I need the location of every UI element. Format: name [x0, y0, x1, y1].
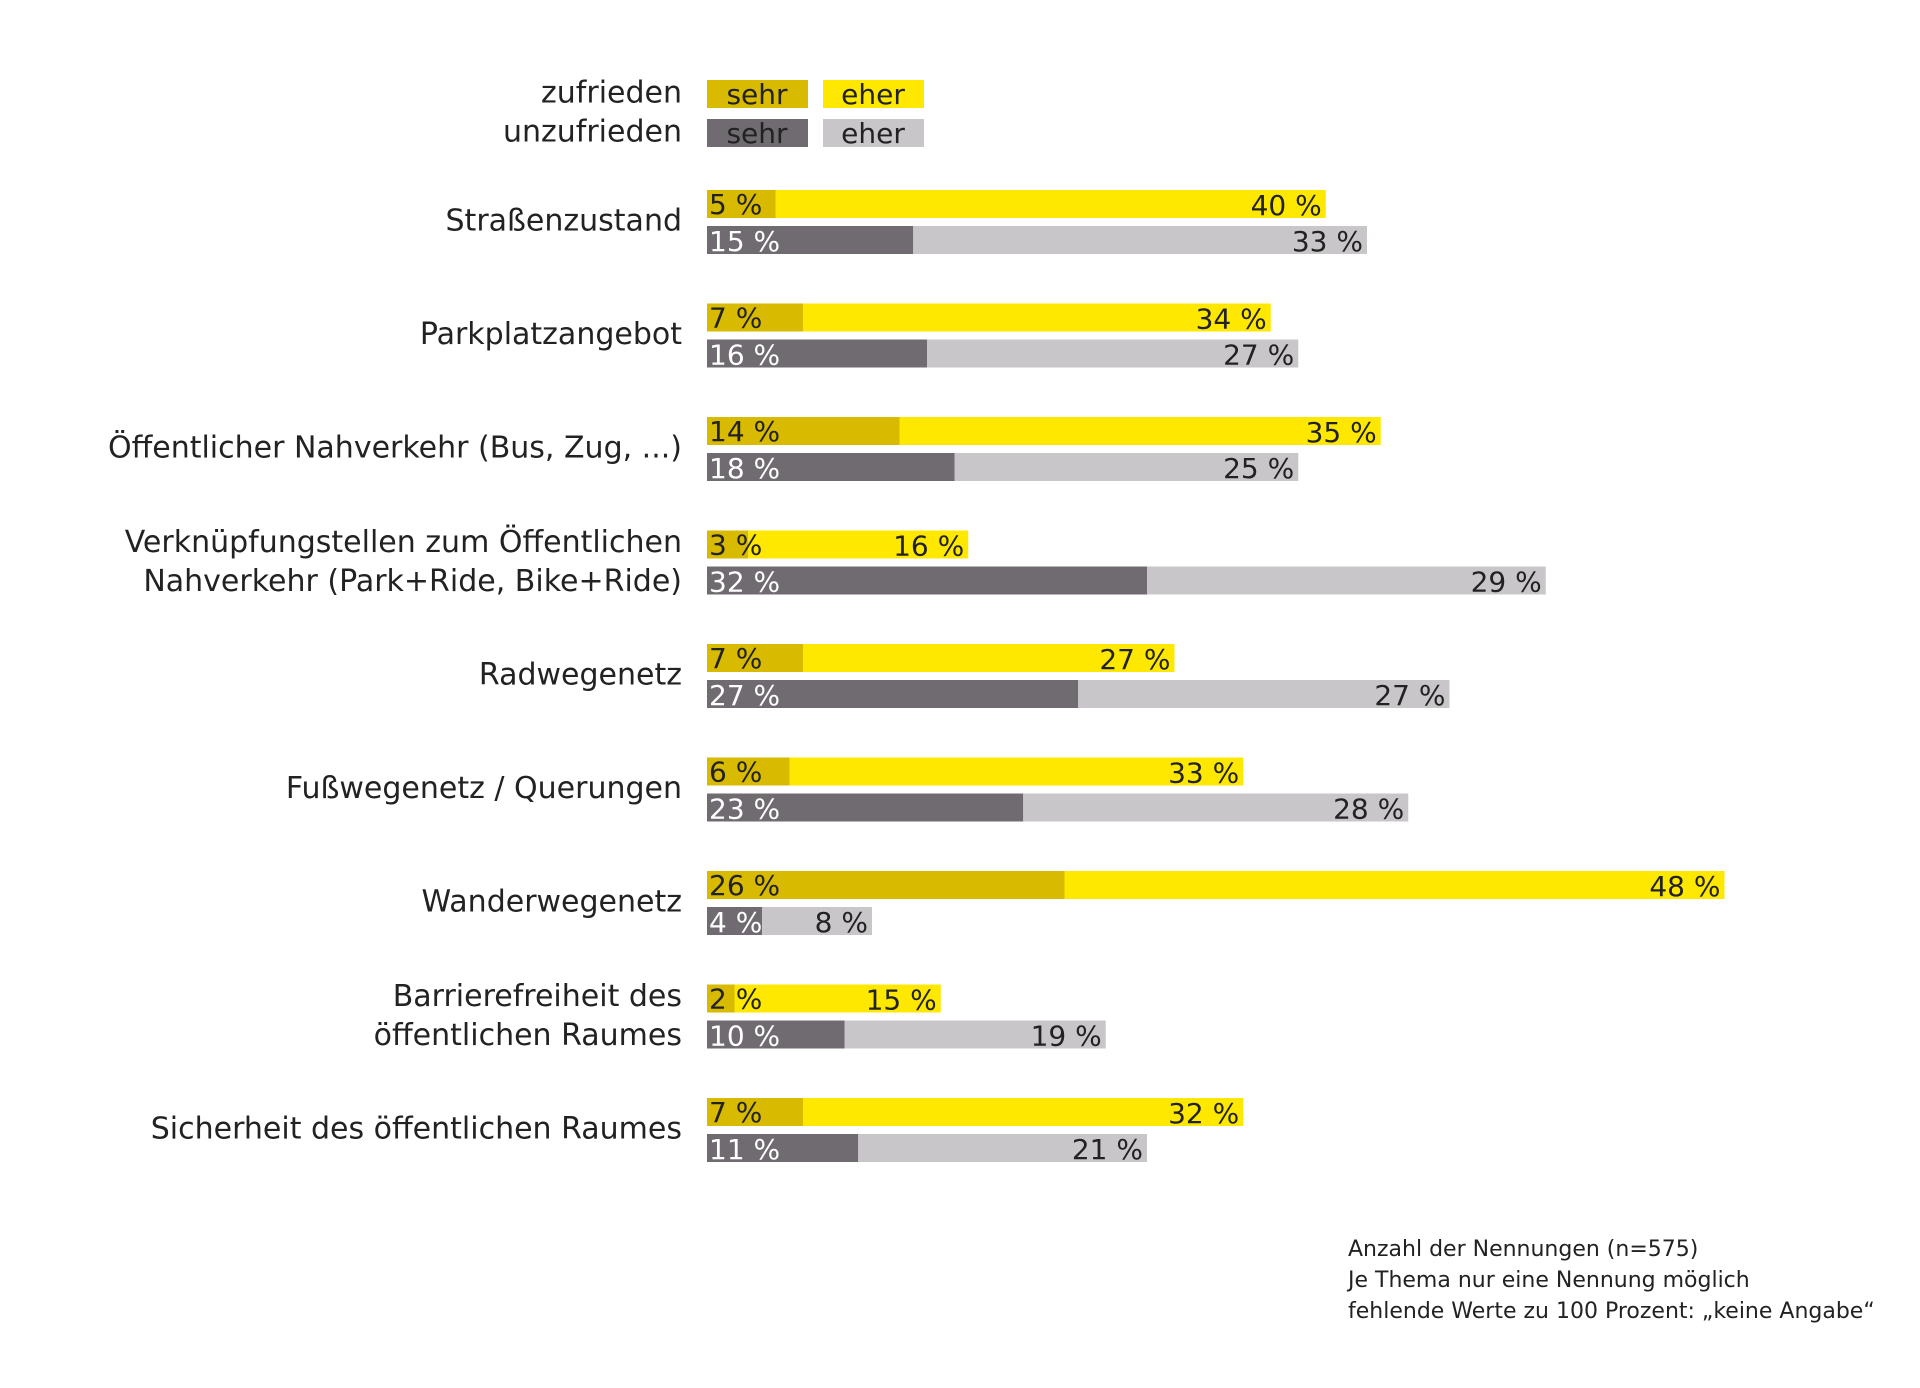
legend-group-label: unzufrieden: [503, 115, 682, 150]
category-label: Straßenzustand: [446, 204, 682, 239]
value-label-unzufrieden-eher: 27 %: [1374, 679, 1445, 712]
bar-zufrieden-eher: [803, 644, 1175, 672]
legend-label: sehr: [726, 117, 788, 150]
bar-zufrieden-sehr: [707, 303, 804, 332]
value-label-zufrieden-eher: 32 %: [1168, 1097, 1239, 1130]
category-label: öffentlichen Raumes: [374, 1018, 682, 1053]
note-line: fehlende Werte zu 100 Prozent: „keine An…: [1348, 1299, 1875, 1324]
value-label-zufrieden-sehr: 6 %: [709, 756, 762, 789]
value-label-zufrieden-eher: 48 %: [1649, 870, 1720, 903]
value-label-unzufrieden-eher: 8 %: [815, 906, 868, 939]
value-label-unzufrieden-sehr: 32 %: [709, 566, 780, 599]
bar-unzufrieden-eher: [762, 907, 872, 935]
bar-zufrieden-sehr: [707, 190, 776, 218]
bar-zufrieden-eher: [789, 757, 1244, 786]
value-label-unzufrieden-sehr: 11 %: [709, 1133, 780, 1166]
bar-unzufrieden-sehr: [707, 1134, 859, 1162]
bar-unzufrieden-eher: [1147, 566, 1546, 595]
legend-swatch: [707, 80, 808, 108]
value-label-unzufrieden-eher: 29 %: [1471, 566, 1542, 599]
legend-label: eher: [841, 117, 905, 150]
category-label: Verknüpfungstellen zum Öffentlichen: [125, 524, 682, 560]
bar-zufrieden-eher: [803, 1098, 1244, 1126]
value-label-zufrieden-sehr: 7 %: [709, 302, 762, 335]
bar-zufrieden-sehr: [707, 530, 749, 559]
value-label-zufrieden-sehr: 7 %: [709, 1096, 762, 1129]
bar-unzufrieden-sehr: [707, 907, 762, 935]
category-label: Öffentlicher Nahverkehr (Bus, Zug, ...): [108, 430, 682, 466]
bar-unzufrieden-sehr: [707, 793, 1024, 822]
bar-zufrieden-sehr: [707, 871, 1065, 899]
value-label-zufrieden-sehr: 7 %: [709, 642, 762, 675]
value-label-unzufrieden-sehr: 16 %: [709, 339, 780, 372]
bar-zufrieden-eher: [775, 190, 1326, 218]
legend-swatch: [707, 119, 808, 147]
value-label-unzufrieden-eher: 33 %: [1292, 225, 1363, 258]
value-label-unzufrieden-eher: 19 %: [1031, 1020, 1102, 1053]
bar-zufrieden-eher: [803, 303, 1271, 332]
bar-unzufrieden-sehr: [707, 226, 914, 254]
bar-zufrieden-sehr: [707, 417, 900, 445]
value-label-zufrieden-sehr: 2 %: [709, 983, 762, 1016]
value-label-zufrieden-eher: 33 %: [1168, 757, 1239, 790]
bar-zufrieden-sehr: [707, 1098, 804, 1126]
category-label: Wanderwegenetz: [422, 885, 682, 920]
value-label-zufrieden-eher: 34 %: [1196, 303, 1267, 336]
value-label-unzufrieden-eher: 25 %: [1223, 452, 1294, 485]
value-label-zufrieden-eher: 15 %: [866, 984, 937, 1017]
bar-zufrieden-eher: [748, 530, 969, 559]
bar-unzufrieden-eher: [954, 453, 1299, 481]
value-label-unzufrieden-sehr: 18 %: [709, 452, 780, 485]
legend-label: sehr: [726, 78, 788, 111]
bar-zufrieden-eher: [1064, 871, 1725, 899]
value-label-unzufrieden-eher: 27 %: [1223, 339, 1294, 372]
legend-swatch: [823, 119, 924, 147]
legend-swatch: [823, 80, 924, 108]
value-label-zufrieden-sehr: 5 %: [709, 188, 762, 221]
value-label-zufrieden-sehr: 3 %: [709, 529, 762, 562]
bar-zufrieden-sehr: [707, 757, 790, 786]
category-label: Radwegenetz: [479, 658, 682, 693]
value-label-zufrieden-sehr: 26 %: [709, 869, 780, 902]
bar-zufrieden-eher: [899, 417, 1381, 445]
bar-unzufrieden-eher: [844, 1020, 1106, 1049]
category-label: Sicherheit des öffentlichen Raumes: [151, 1112, 682, 1147]
bar-unzufrieden-eher: [858, 1134, 1147, 1162]
bar-zufrieden-eher: [734, 984, 941, 1013]
value-label-unzufrieden-sehr: 23 %: [709, 793, 780, 826]
value-label-unzufrieden-sehr: 27 %: [709, 679, 780, 712]
value-label-unzufrieden-eher: 28 %: [1333, 793, 1404, 826]
value-label-unzufrieden-sehr: 10 %: [709, 1020, 780, 1053]
value-label-zufrieden-sehr: 14 %: [709, 415, 780, 448]
bar-unzufrieden-eher: [1023, 793, 1409, 822]
category-label: Parkplatzangebot: [420, 317, 682, 352]
value-label-zufrieden-eher: 16 %: [893, 530, 964, 563]
bar-unzufrieden-eher: [1078, 680, 1450, 708]
value-label-unzufrieden-sehr: 15 %: [709, 225, 780, 258]
value-label-unzufrieden-sehr: 4 %: [709, 906, 762, 939]
value-label-zufrieden-eher: 27 %: [1099, 643, 1170, 676]
bar-unzufrieden-sehr: [707, 453, 955, 481]
legend-label: eher: [841, 78, 905, 111]
value-label-zufrieden-eher: 40 %: [1251, 189, 1322, 222]
bar-unzufrieden-eher: [927, 339, 1299, 368]
bar-zufrieden-sehr: [707, 984, 735, 1013]
legend-group-label: zufrieden: [541, 76, 682, 111]
bar-zufrieden-sehr: [707, 644, 804, 672]
category-label: Fußwegenetz / Querungen: [286, 771, 682, 806]
note-line: Je Thema nur eine Nennung möglich: [1348, 1268, 1750, 1293]
bar-unzufrieden-sehr: [707, 566, 1147, 595]
bar-unzufrieden-sehr: [707, 680, 1079, 708]
note-line: Anzahl der Nennungen (n=575): [1348, 1237, 1699, 1262]
bar-unzufrieden-sehr: [707, 339, 927, 368]
bar-unzufrieden-sehr: [707, 1020, 845, 1049]
chart-notes: Anzahl der Nennungen (n=575) Je Thema nu…: [1348, 1234, 1875, 1327]
category-label: Nahverkehr (Park+Ride, Bike+Ride): [143, 564, 682, 599]
bar-unzufrieden-eher: [913, 226, 1367, 254]
value-label-unzufrieden-eher: 21 %: [1072, 1133, 1143, 1166]
value-label-zufrieden-eher: 35 %: [1306, 416, 1377, 449]
category-label: Barrierefreiheit des: [393, 979, 682, 1014]
